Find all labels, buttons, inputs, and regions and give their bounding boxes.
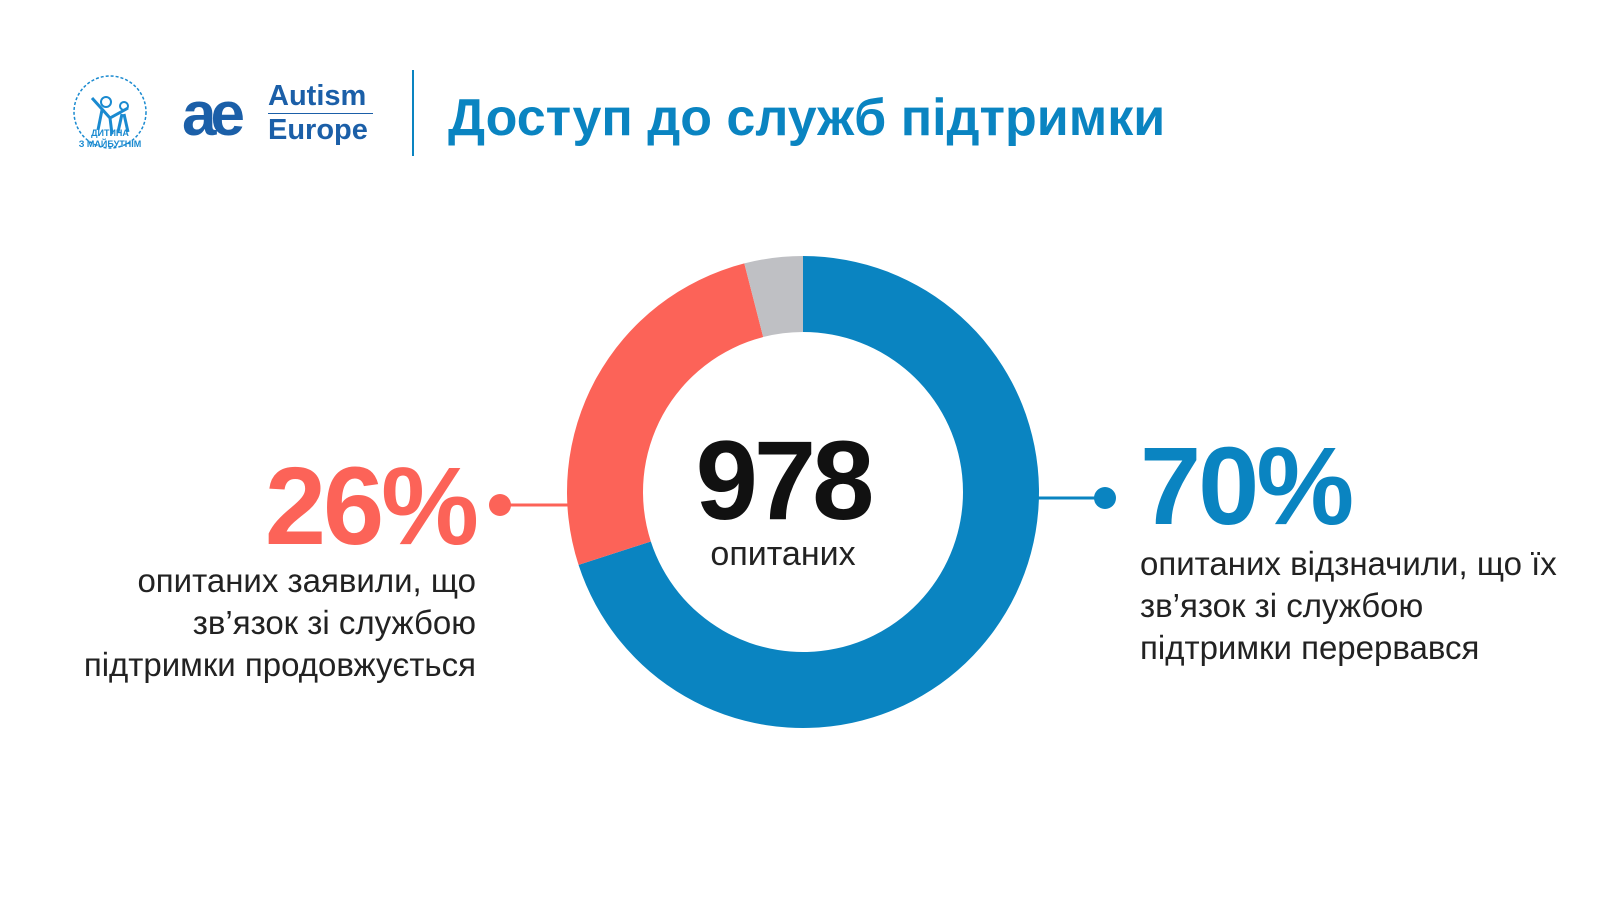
donut-slice-2 <box>744 256 803 338</box>
slice-label-broken: 70% <box>1140 425 1354 548</box>
page-title: Доступ до служб підтримки <box>448 89 1166 147</box>
respondent-count: 978 <box>695 418 875 543</box>
donut-slice-0 <box>578 256 1039 728</box>
autism-europe-text-2: Europe <box>268 114 368 146</box>
logo-rule <box>268 113 373 114</box>
org-logo-text-2: З МАЙБУТНІМ <box>78 139 142 149</box>
connector-dot-right <box>1094 487 1116 509</box>
org-logo-text-1: ДИТИНА <box>91 128 129 138</box>
donut-slice-1 <box>567 263 764 565</box>
header-divider <box>412 70 414 156</box>
autism-europe-text-1: Autism <box>268 80 367 112</box>
org-logo <box>62 70 158 154</box>
slice-description-continues: опитаних заявили, що зв’язок зі службою … <box>83 562 476 683</box>
connector-dot-left <box>489 494 511 516</box>
slice-description-broken: опитаних відзначили, що їх зв’язок зі сл… <box>1140 545 1557 666</box>
autism-europe-mark: ae <box>182 80 245 149</box>
slice-label-continues: 26% <box>264 445 479 568</box>
respondent-label: опитаних <box>710 535 856 573</box>
